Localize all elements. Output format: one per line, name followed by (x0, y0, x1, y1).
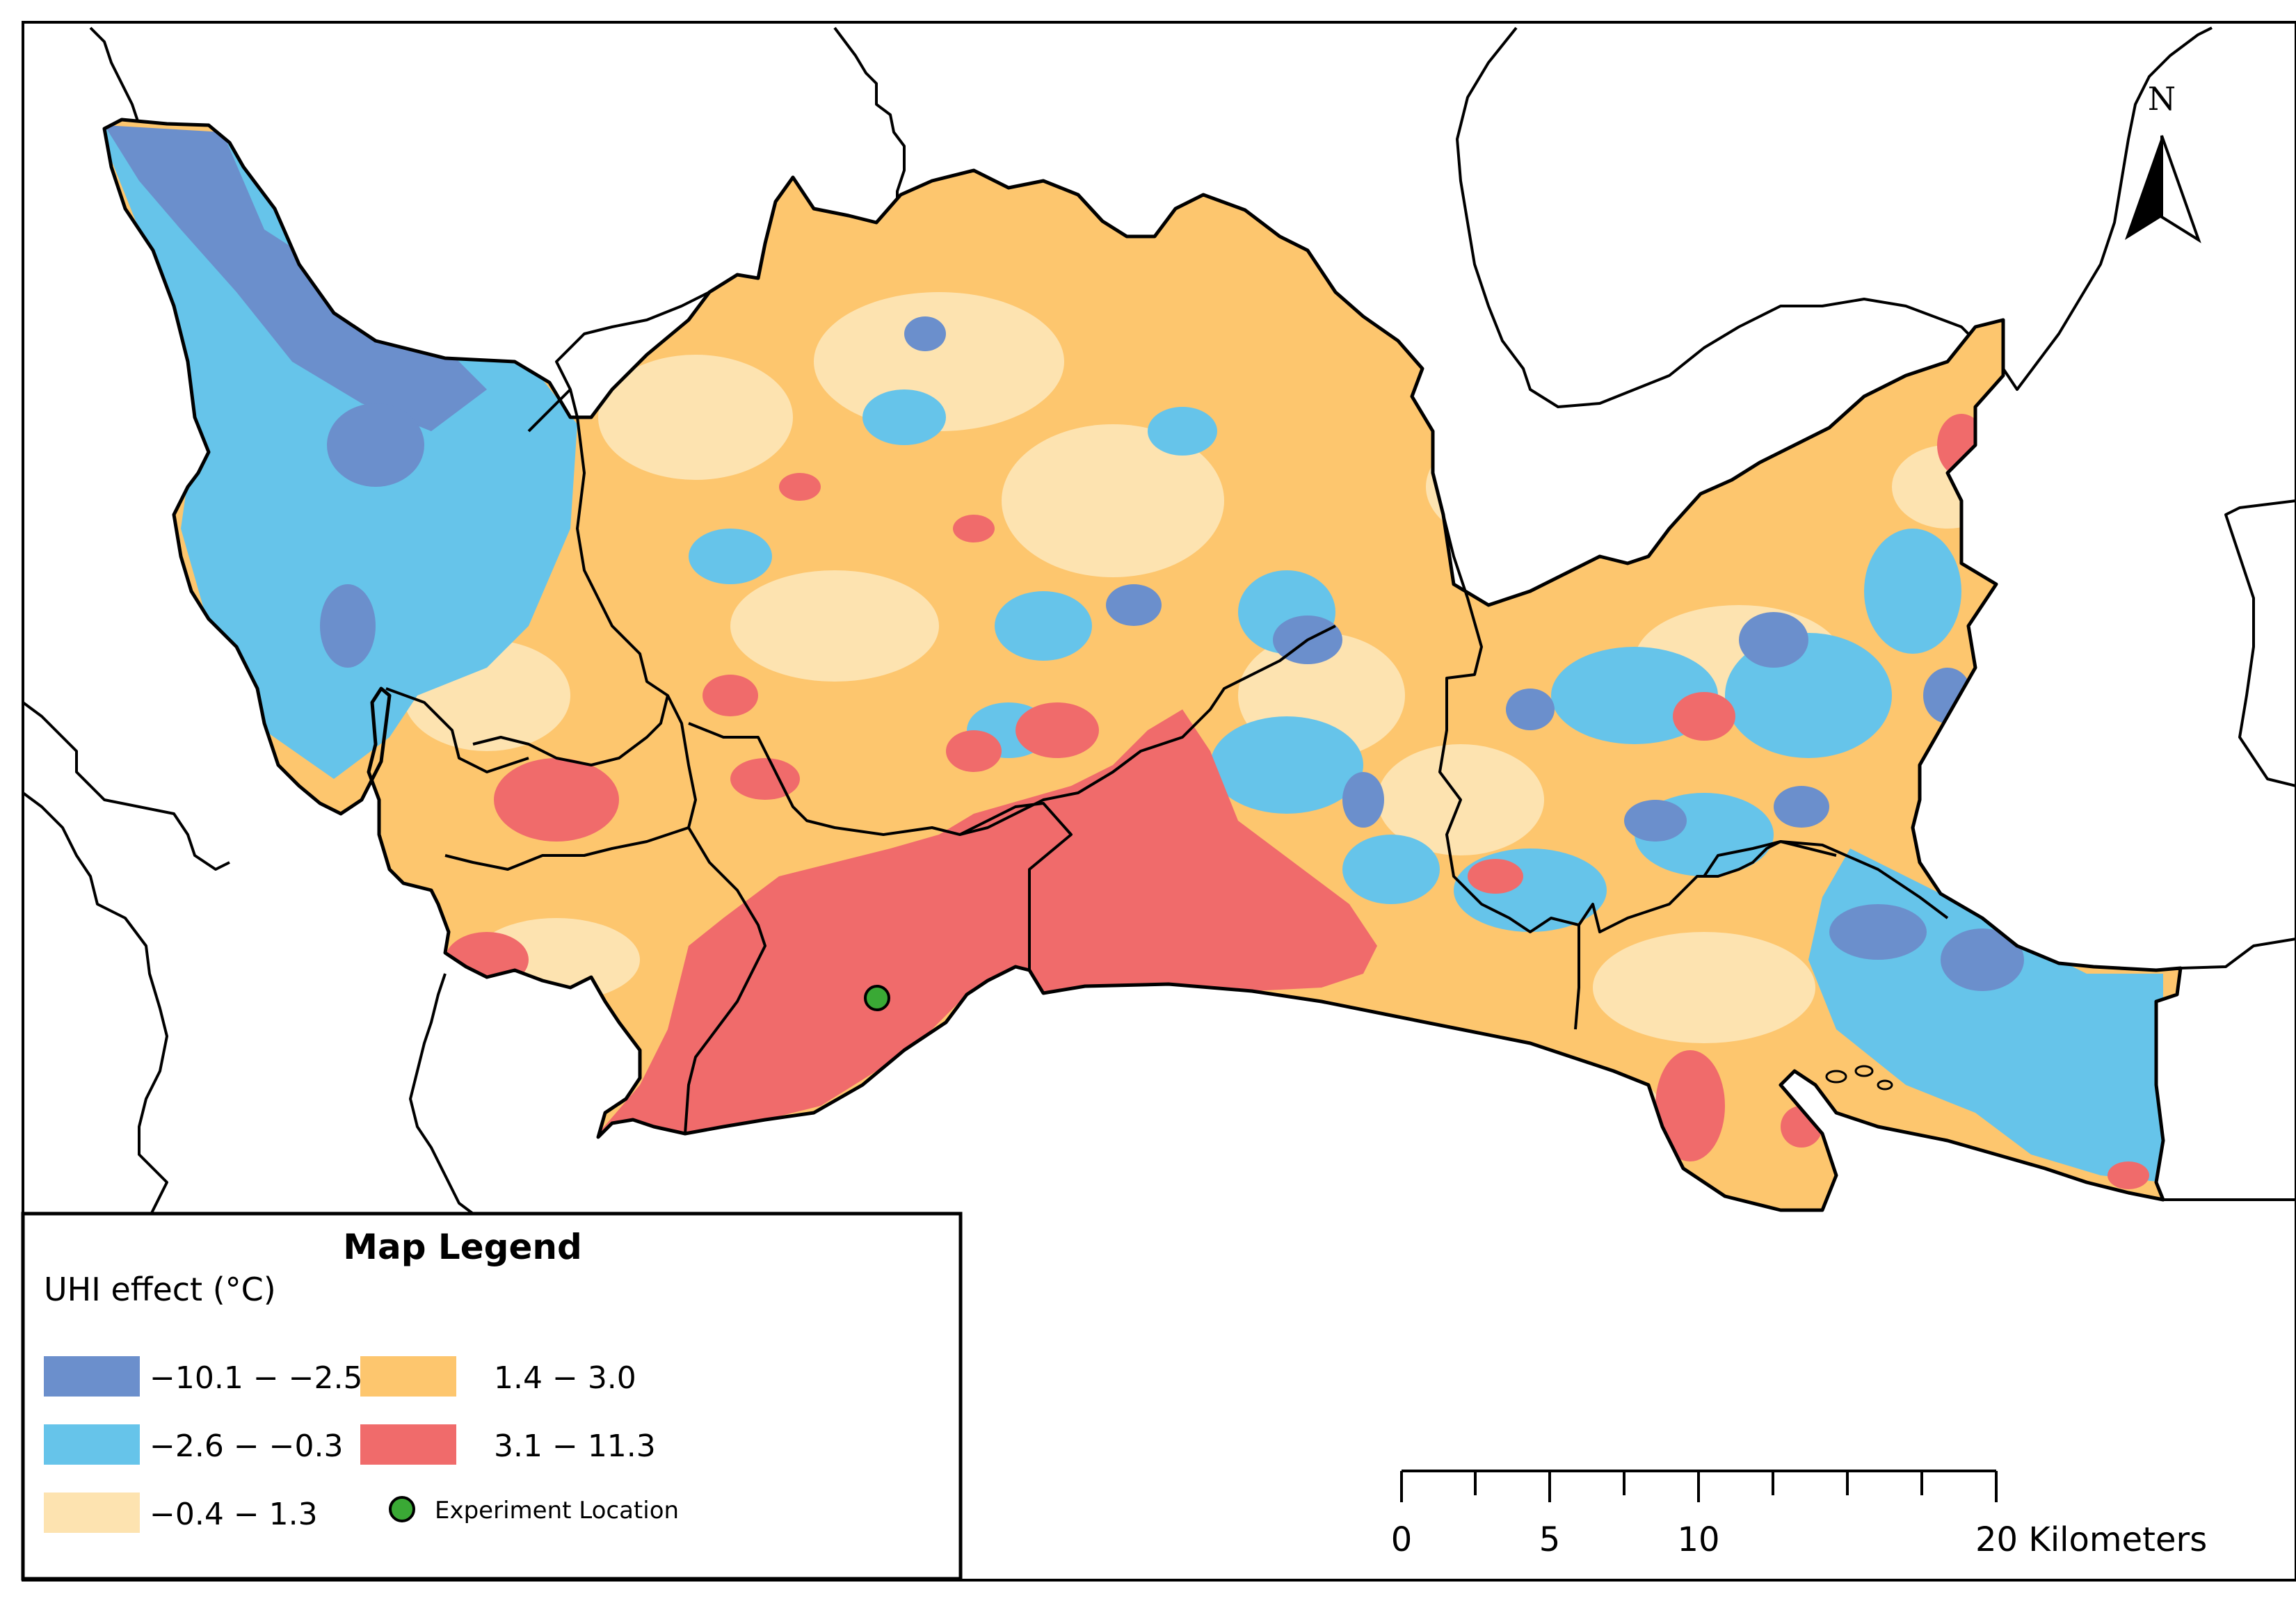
legend-swatch-hottest (360, 1424, 456, 1465)
district-boundary-central-north (527, 273, 739, 433)
scale-label-20: 20 Kilometers (1975, 1520, 2207, 1559)
legend-label-hottest: 3.1 − 11.3 (494, 1429, 656, 1464)
legend-subtitle: UHI effect (°C) (44, 1271, 276, 1308)
scale-bar (1400, 1470, 1998, 1502)
boundary-line-nw (89, 26, 141, 126)
legend-label-cool: −2.6 − −0.3 (150, 1429, 344, 1464)
map-legend: Map Legend UHI effect (°C) −10.1 − −2.5 … (21, 1212, 963, 1581)
legend-title: Map Legend (343, 1227, 582, 1267)
legend-label-light: −0.4 − 1.3 (150, 1497, 318, 1532)
north-arrow-label: N (2148, 80, 2176, 118)
uhi-class-coldest (104, 125, 2024, 991)
legend-point-icon (389, 1496, 415, 1522)
scale-label-10: 10 (1677, 1520, 1719, 1559)
experiment-location-marker[interactable] (864, 985, 890, 1011)
district-boundary-east-south (1574, 925, 1580, 1030)
district-boundary-lower-west (444, 695, 697, 871)
district-boundary-far-east (1703, 840, 1949, 919)
map-frame (22, 21, 2296, 1582)
district-boundary-coastal-west (684, 826, 766, 1134)
district-boundary-central-west (472, 389, 669, 766)
legend-label-coldest: −10.1 − −2.5 (150, 1360, 363, 1396)
legend-swatch-warm (360, 1356, 456, 1397)
scale-label-5: 5 (1539, 1520, 1561, 1559)
north-arrow: N (2125, 80, 2201, 243)
boundary-line-southwest (22, 791, 168, 1225)
north-arrow-icon (2125, 136, 2162, 240)
legend-swatch-coldest (44, 1356, 140, 1397)
coastal-islets (1825, 1065, 1893, 1091)
district-boundary-center (688, 625, 1336, 836)
legend-box (21, 1212, 963, 1581)
district-boundaries (385, 273, 1949, 1134)
legend-label-point: Experiment Location (435, 1497, 679, 1524)
scale-label-0: 0 (1391, 1520, 1413, 1559)
boundary-line-west (22, 701, 230, 871)
district-boundary-east-inner (1438, 514, 1837, 933)
boundary-line-north-a (833, 26, 906, 217)
north-arrow-icon-right (2160, 135, 2201, 243)
boundary-line-east-a (2224, 499, 2296, 787)
district-boundary-center-south (959, 802, 1073, 970)
boundary-line-north-b (1456, 26, 2213, 408)
legend-label-warm: 1.4 − 3.0 (494, 1360, 636, 1396)
legend-swatch-cool (44, 1424, 140, 1465)
boundary-line-east-b (2180, 938, 2296, 970)
scale-bar-labels: 0 5 10 20 Kilometers (1391, 1520, 2208, 1559)
district-boundary-south-west (385, 687, 529, 773)
legend-swatch-light (44, 1493, 140, 1533)
